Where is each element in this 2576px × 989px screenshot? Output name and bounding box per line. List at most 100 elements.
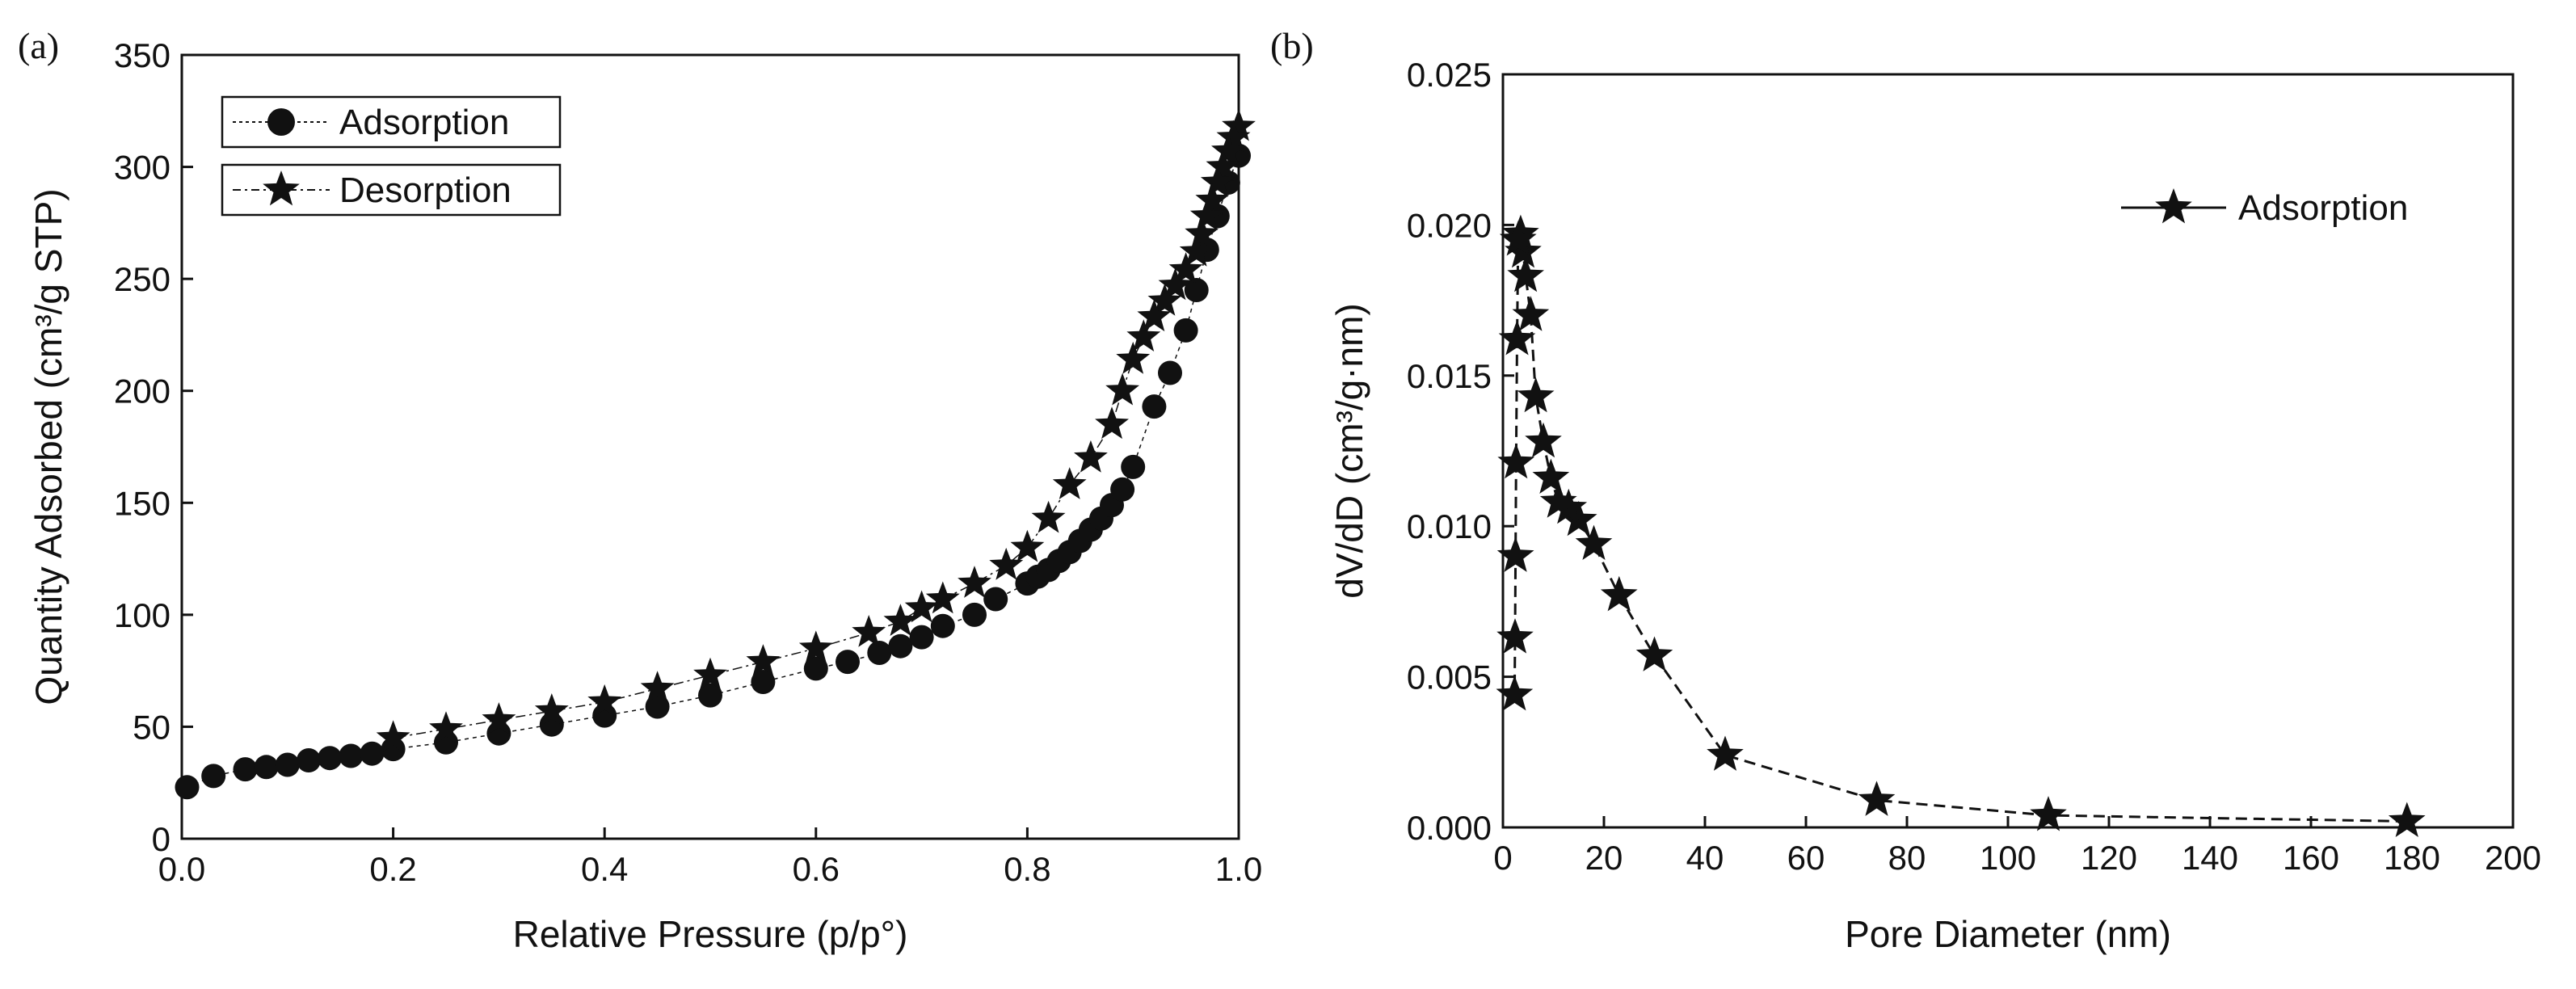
legend-b-label-adsorption: Adsorption [2238, 188, 2408, 228]
data-point-adsorption [1559, 500, 1597, 537]
data-point-adsorption [2388, 802, 2426, 837]
data-point-desorption [1031, 500, 1066, 533]
data-point-desorption [958, 566, 991, 598]
data-point-adsorption [339, 743, 364, 768]
x-tick-label: 120 [2081, 839, 2137, 877]
y-tick-label: 250 [114, 260, 170, 298]
data-point-adsorption [1499, 221, 1537, 256]
panel-a-ticks: 0.0 0.2 0.4 0.6 0.8 1.0 0 50 100 150 200 250 300 350 [114, 36, 1262, 888]
data-point-desorption [640, 671, 675, 704]
y-tick-label: 200 [114, 372, 170, 410]
data-point-desorption [482, 702, 516, 734]
legend-a-marker-desorption [263, 170, 300, 206]
data-point-adsorption [318, 746, 343, 771]
data-point-desorption [1105, 372, 1139, 406]
data-point-adsorption [1497, 443, 1535, 479]
data-point-adsorption [751, 670, 776, 694]
data-point-adsorption [1498, 320, 1536, 356]
data-point-adsorption [2030, 796, 2067, 831]
data-point-desorption [883, 604, 918, 636]
panel-b: (b) 0 20 40 60 80 100 120 140 160 180 200 0.000 0.00… [1270, 25, 2541, 955]
x-tick-label: 0.4 [581, 850, 628, 888]
data-point-adsorption [1121, 454, 1146, 479]
data-point-adsorption [1600, 575, 1638, 612]
data-point-desorption [1095, 406, 1129, 440]
data-point-desorption [1195, 183, 1230, 215]
panel-b-y-axis-label: dV/dD (cm³/g·nm) [1328, 303, 1370, 598]
data-point-adsorption [888, 633, 913, 659]
data-point-adsorption [645, 694, 670, 719]
data-point-desorption [1168, 252, 1203, 284]
data-point-adsorption [1532, 458, 1570, 494]
data-point-desorption [429, 711, 463, 743]
y-tick-label: 0.010 [1407, 507, 1492, 545]
data-point-adsorption [836, 650, 860, 675]
panel-a-label: (a) [18, 25, 59, 66]
legend-a-label-desorption: Desorption [339, 170, 511, 210]
data-point-adsorption [1517, 377, 1555, 413]
y-tick-label: 300 [114, 149, 170, 187]
x-tick-label: 40 [1686, 839, 1724, 877]
data-point-desorption [1211, 133, 1245, 166]
data-point-adsorption [1110, 477, 1135, 502]
x-tick-label: 0.6 [793, 850, 840, 888]
data-point-adsorption [1575, 524, 1613, 560]
y-tick-label: 0.015 [1407, 357, 1492, 395]
data-point-desorption [1189, 198, 1224, 231]
panel-b-curves [1513, 229, 2407, 823]
y-tick-label: 350 [114, 36, 170, 74]
x-tick-label: 0 [1493, 839, 1512, 877]
panel-a: (a) 0.0 0.2 0.4 0.6 0.8 1.0 0 50 100 150 200 250 300… [18, 25, 1262, 955]
x-tick-label: 0.0 [158, 850, 205, 888]
data-point-desorption [1158, 267, 1193, 301]
panel-a-legend: Adsorption Desorption [221, 95, 562, 217]
data-point-desorption [1222, 108, 1256, 141]
panel-b-marks [1496, 214, 2426, 837]
panel-a-y-axis-label: Quantity Adsorbed (cm³/g STP) [27, 188, 69, 705]
y-tick-label: 0 [152, 820, 170, 858]
panel-b-label: (b) [1270, 25, 1314, 66]
data-point-desorption [1185, 216, 1219, 249]
data-point-adsorption [1858, 781, 1896, 816]
data-point-adsorption [1525, 422, 1562, 458]
legend-a-box-adsorption [221, 95, 562, 149]
data-point-adsorption [360, 741, 385, 766]
data-point-desorption [1216, 120, 1251, 153]
panel-a-plot-frame [180, 53, 1240, 840]
data-point-adsorption [930, 613, 955, 638]
y-tick-label: 50 [133, 708, 170, 746]
x-tick-label: 200 [2485, 839, 2541, 877]
data-point-desorption [904, 590, 939, 623]
data-point-adsorption [1550, 488, 1588, 524]
data-point-desorption [376, 720, 410, 753]
legend-a-marker-adsorption [267, 108, 295, 136]
data-point-adsorption [1507, 256, 1544, 292]
y-tick-label: 0.020 [1407, 206, 1492, 244]
data-point-adsorption [297, 748, 321, 772]
data-point-desorption [798, 630, 833, 663]
data-point-adsorption [1496, 537, 1534, 572]
data-point-desorption [587, 684, 622, 717]
data-point-adsorption [201, 764, 226, 789]
legend-a-label-adsorption: Adsorption [339, 103, 509, 142]
x-tick-label: 0.8 [1004, 850, 1050, 888]
data-point-adsorption [909, 625, 934, 650]
data-point-adsorption [983, 587, 1008, 612]
data-point-adsorption [1539, 482, 1577, 518]
y-tick-label: 0.000 [1407, 809, 1492, 847]
data-point-desorption [1137, 299, 1172, 332]
x-tick-label: 1.0 [1215, 850, 1262, 888]
data-point-desorption [1147, 283, 1182, 316]
data-point-adsorption [275, 752, 300, 777]
data-point-desorption [1010, 529, 1045, 562]
panel-b-legend: Adsorption [2121, 188, 2408, 228]
legend-b-marker-adsorption [2155, 188, 2192, 224]
x-tick-label: 80 [1888, 839, 1926, 877]
data-point-adsorption [867, 641, 892, 665]
x-tick-label: 100 [1980, 839, 2036, 877]
panel-b-ticks: 0 20 40 60 80 100 120 140 160 180 200 0.000 0.005 0.0… [1407, 56, 2541, 877]
x-tick-label: 180 [2384, 839, 2440, 877]
y-tick-label: 0.005 [1407, 659, 1492, 697]
data-point-adsorption [1496, 618, 1534, 654]
